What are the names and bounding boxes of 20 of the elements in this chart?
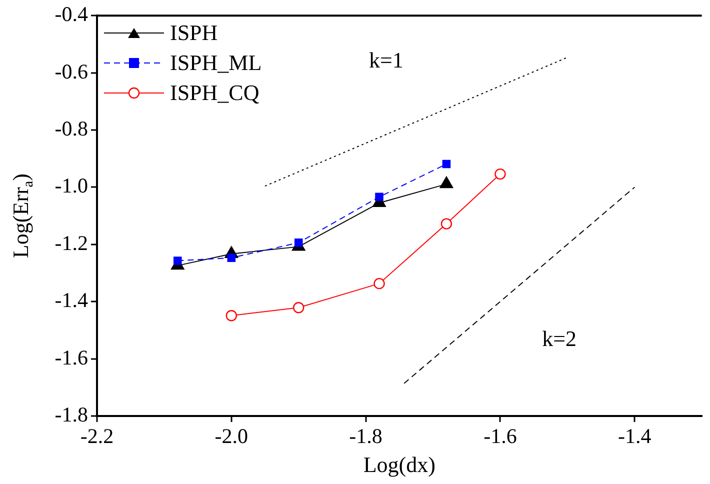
annotation: k=2 — [542, 326, 577, 352]
y-tick-label: -1.8 — [54, 402, 88, 427]
y-tick-label: -1.6 — [54, 345, 88, 370]
y-tick-label: -0.6 — [54, 59, 88, 84]
legend-label: ISPH_ML — [170, 49, 262, 77]
y-tick-label: -1.4 — [54, 288, 88, 312]
annotation: k=1 — [368, 47, 404, 72]
y-axis-title: Log(Erra) — [8, 174, 36, 258]
x-tick-label: -2.0 — [214, 424, 248, 448]
y-tick-label: -1.0 — [54, 174, 88, 198]
legend-label: ISPH — [170, 19, 218, 47]
y-tick-label: -0.8 — [54, 116, 88, 141]
y-tick-label: -1.2 — [54, 230, 88, 255]
x-tick-label: -1.4 — [618, 424, 652, 448]
x-axis-title: Log(dx) — [363, 452, 436, 477]
x-tick-label: -1.8 — [349, 424, 382, 448]
legend-label: ISPH_CQ — [170, 79, 260, 107]
x-tick-label: -2.2 — [80, 424, 114, 448]
x-tick-label: -1.6 — [484, 424, 517, 448]
y-tick-label: -0.4 — [54, 2, 88, 26]
